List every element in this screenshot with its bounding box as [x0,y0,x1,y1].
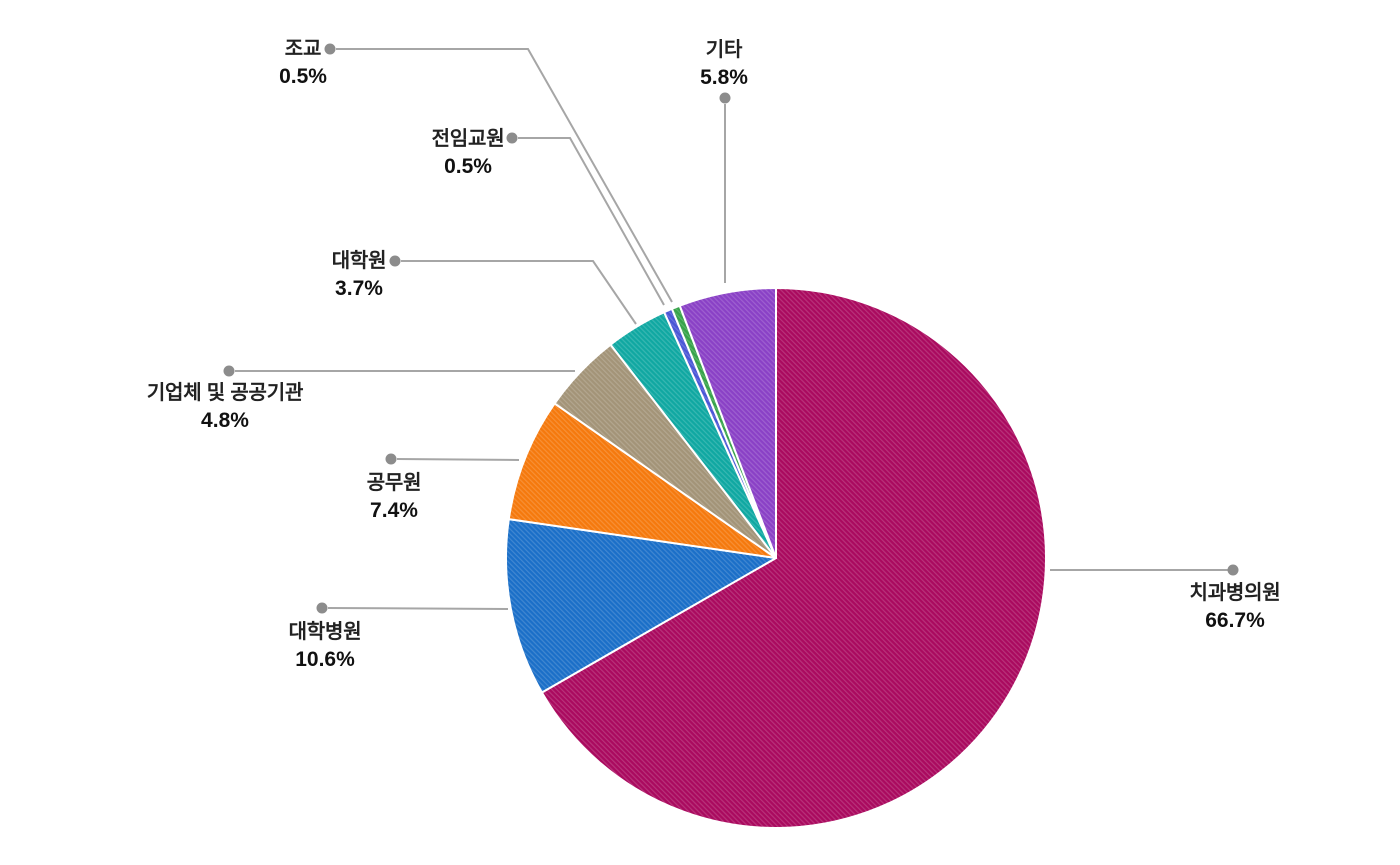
label-teaching-assistant: 조교 0.5% [279,36,327,90]
label-graduate-school-name: 대학원 [331,250,387,272]
leader-line-full-time-faculty [518,137,665,306]
leader-dot-dental-clinic [1227,564,1239,576]
label-university-hospital-pct: 10.6% [295,648,355,671]
label-civil-servant-pct: 7.4% [370,499,418,522]
label-corporate-public-institution-pct: 4.8% [201,409,249,432]
leader-dot-university-hospital [316,602,328,614]
label-graduate-school: 대학원 3.7% [332,248,387,302]
label-civil-servant: 공무원 7.4% [367,470,422,524]
label-other-name: 기타 [705,39,743,61]
leader-dot-corporate-public-institution [223,365,235,377]
leader-dot-civil-servant [385,453,397,465]
leader-line-civil-servant [396,458,520,461]
leader-line-university-hospital [327,607,509,610]
label-graduate-school-pct: 3.7% [335,277,383,300]
label-dental-clinic-pct: 66.7% [1205,609,1265,632]
label-university-hospital: 대학병원 10.6% [289,619,362,673]
label-civil-servant-name: 공무원 [366,472,422,494]
label-full-time-faculty-pct: 0.5% [444,155,492,178]
label-dental-clinic: 치과병의원 66.7% [1190,580,1281,634]
leader-dot-other [719,92,731,104]
label-dental-clinic-name: 치과병의원 [1189,582,1281,604]
leader-dot-teaching-assistant [324,43,336,55]
leader-dot-graduate-school [389,255,401,267]
leader-line-teaching-assistant [336,48,673,303]
hatch-overlay [506,288,1046,828]
label-university-hospital-name: 대학병원 [288,621,362,643]
label-other: 기타 5.8% [700,37,748,91]
label-corporate-public-institution: 기업체 및 공공기관 4.8% [146,380,304,434]
label-full-time-faculty: 전임교원 0.5% [432,126,505,180]
label-full-time-faculty-name: 전임교원 [431,128,505,150]
leader-line-graduate-school [401,260,637,325]
leader-dot-full-time-faculty [506,132,518,144]
label-teaching-assistant-pct: 0.5% [279,65,327,88]
label-corporate-public-institution-name: 기업체 및 공공기관 [146,382,304,404]
leader-lines-group [223,43,1239,614]
label-teaching-assistant-name: 조교 [284,38,322,60]
label-other-pct: 5.8% [700,66,748,89]
